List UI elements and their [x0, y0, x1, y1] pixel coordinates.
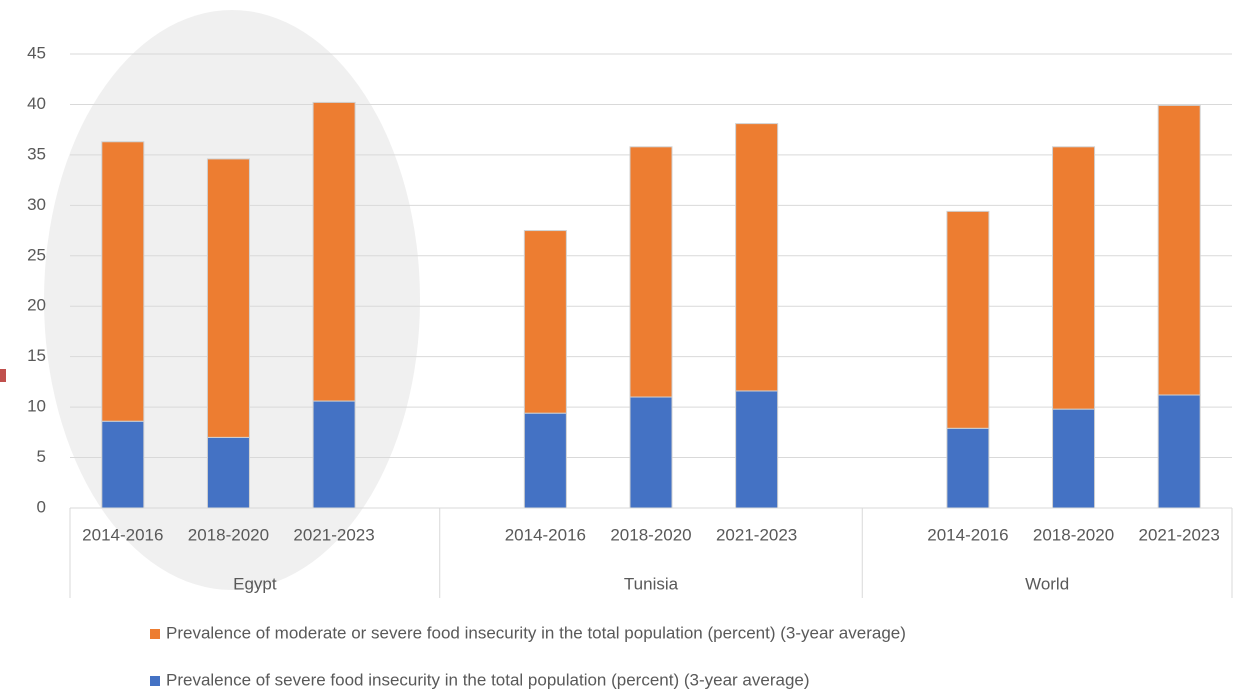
x-tick-label: 2014-2016	[927, 525, 1008, 544]
bar-segment	[629, 146, 673, 398]
bar-segment	[629, 396, 673, 509]
x-tick-label: 2014-2016	[82, 525, 163, 544]
x-tick-label: 2014-2016	[505, 525, 586, 544]
bar-segment	[312, 400, 356, 509]
legend-swatch	[150, 676, 160, 686]
bar-segment	[206, 158, 250, 438]
x-tick-label: 2021-2023	[1139, 525, 1220, 544]
bar-segment	[735, 390, 779, 509]
bar-segment	[946, 427, 990, 509]
y-tick-label: 30	[27, 195, 46, 214]
marker	[0, 369, 6, 382]
y-tick-label: 40	[27, 94, 46, 113]
y-tick-label: 15	[27, 346, 46, 365]
legend-label: Prevalence of moderate or severe food in…	[166, 623, 906, 642]
bar-segment	[523, 230, 567, 414]
group-label: Tunisia	[624, 574, 679, 593]
y-tick-label: 25	[27, 245, 46, 264]
bar-segment	[101, 420, 145, 509]
y-tick-label: 10	[27, 397, 46, 416]
y-tick-label: 5	[37, 447, 46, 466]
group-label: World	[1025, 574, 1069, 593]
bar-segment	[1052, 408, 1096, 509]
bar-segment	[946, 210, 990, 429]
legend-label: Prevalence of severe food insecurity in …	[166, 670, 810, 689]
bar-segment	[101, 141, 145, 422]
x-tick-label: 2021-2023	[293, 525, 374, 544]
bar-segment	[312, 101, 356, 402]
bar-segment	[1052, 146, 1096, 410]
x-tick-label: 2018-2020	[188, 525, 269, 544]
group-label: Egypt	[233, 574, 277, 593]
y-tick-label: 0	[37, 497, 46, 516]
x-tick-label: 2018-2020	[610, 525, 691, 544]
bar-segment	[1157, 104, 1201, 396]
x-tick-label: 2018-2020	[1033, 525, 1114, 544]
bar-segment	[206, 436, 250, 509]
bar-segment	[1157, 394, 1201, 509]
y-tick-label: 35	[27, 144, 46, 163]
x-tick-label: 2021-2023	[716, 525, 797, 544]
y-tick-label: 20	[27, 296, 46, 315]
legend-swatch	[150, 629, 160, 639]
bar-segment	[735, 123, 779, 392]
y-tick-label: 45	[27, 43, 46, 62]
bar-segment	[523, 412, 567, 509]
